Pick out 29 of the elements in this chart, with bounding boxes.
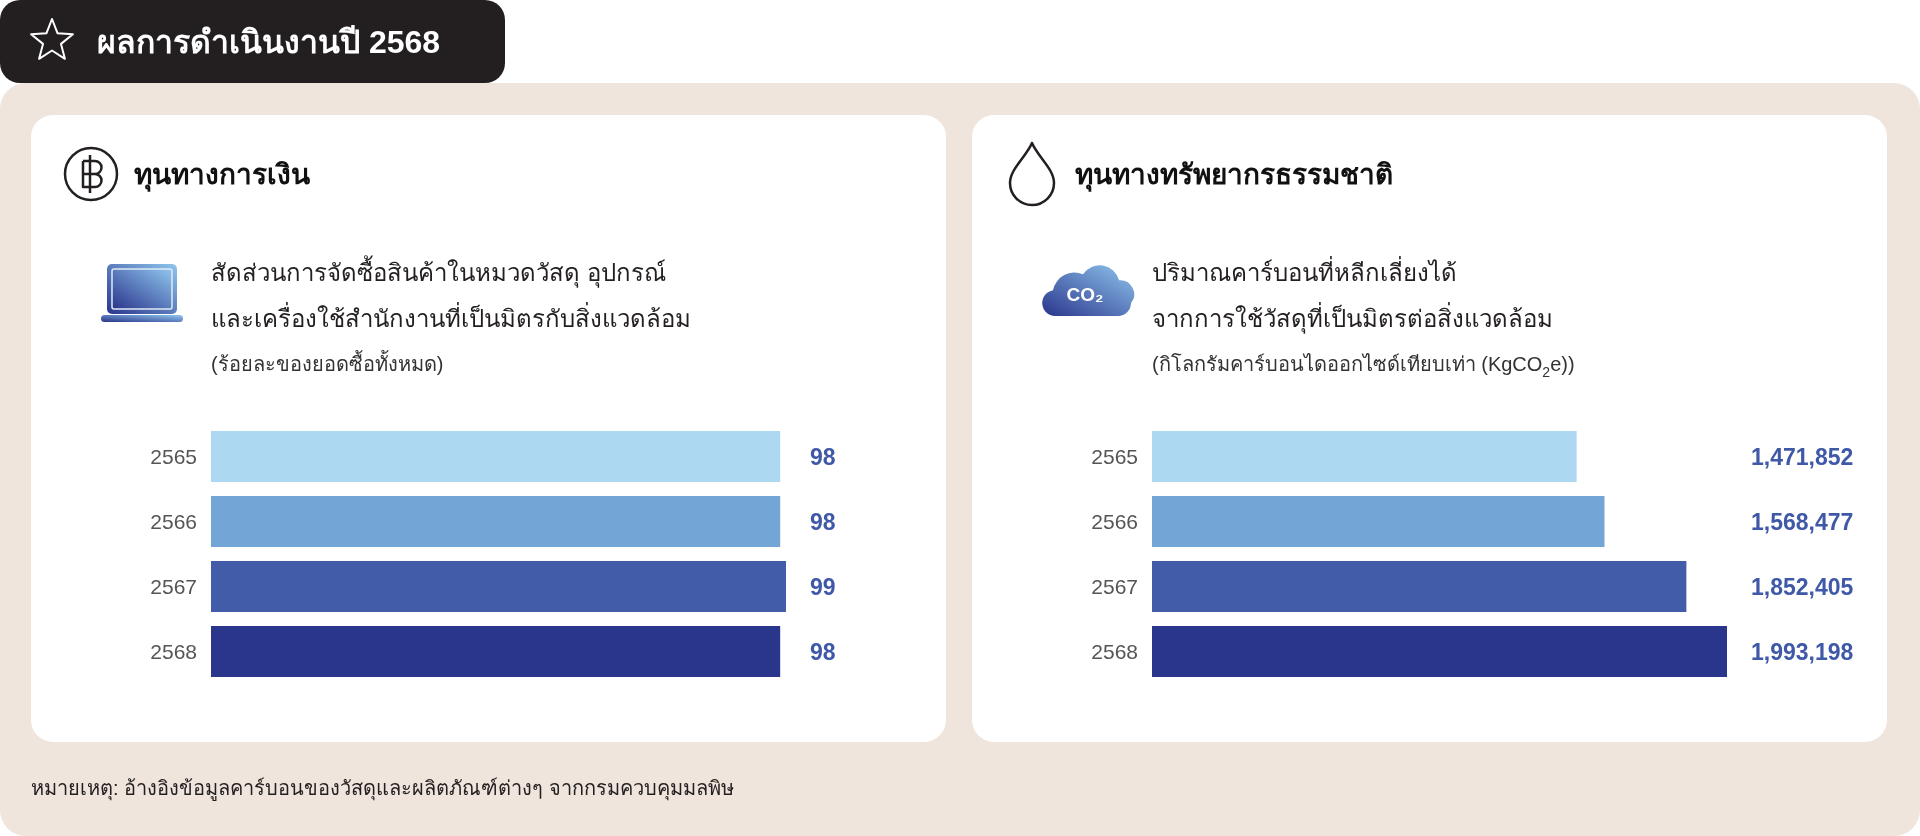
data-label: 98 (810, 443, 836, 470)
y-tick-label: 2568 (1091, 639, 1138, 663)
data-label: 99 (810, 573, 836, 600)
data-label: 1,471,852 (1751, 443, 1854, 470)
y-tick-label: 2565 (150, 444, 197, 468)
data-label: 98 (810, 508, 836, 535)
chart-title: ทุนทางการเงิน (134, 159, 310, 192)
bar (1152, 496, 1605, 547)
y-tick-label: 2566 (150, 509, 197, 533)
y-tick-label: 2567 (1091, 574, 1138, 598)
text: หมายเหตุ: อ้างอิงข้อมูลคาร์บอนของวัสดุและผลิตภัณฑ์ต่างๆ จากกรมควบคุมมลพิษ (31, 777, 734, 801)
bar (1152, 626, 1727, 677)
data-label: 1,993,198 (1751, 638, 1854, 665)
y-tick-label: 2566 (1091, 509, 1138, 533)
y-tick-label: 2567 (150, 574, 197, 598)
bar (1152, 561, 1687, 612)
y-tick-label: 2568 (150, 639, 197, 663)
data-label: 1,852,405 (1751, 573, 1854, 600)
x-axis-title: (กิโลกรัมคาร์บอนไดออกไซด์เทียบเท่า (KgCO$_{2}$e)) (1152, 353, 1575, 380)
text: ผลการดำเนินงานปี 2568 (97, 24, 441, 60)
data-label: 1,568,477 (1751, 508, 1854, 535)
x-axis-title: (ร้อยละของยอดซื้อทั้งหมด) (211, 350, 444, 375)
text: CO₂ (1066, 284, 1104, 305)
data-label: 98 (810, 638, 836, 665)
chart-title: ทุนทางทรัพยากรธรรมชาติ (1075, 159, 1393, 192)
bar (1152, 431, 1577, 482)
y-tick-label: 2565 (1091, 444, 1138, 468)
chart-subtitle: ปริมาณคาร์บอนที่หลีกเลี่ยงได้ จากการใช้วัสดุที่เป็นมิตรต่อสิ่งแวดล้อม (1152, 256, 1553, 334)
chart-subtitle: สัดส่วนการจัดซื้อสินค้าในหมวดวัสดุ อุปกรณ์ และเครื่องใช้สำนักงานที่เป็นมิตรกับสิ่งแวดล้อม (211, 255, 691, 332)
